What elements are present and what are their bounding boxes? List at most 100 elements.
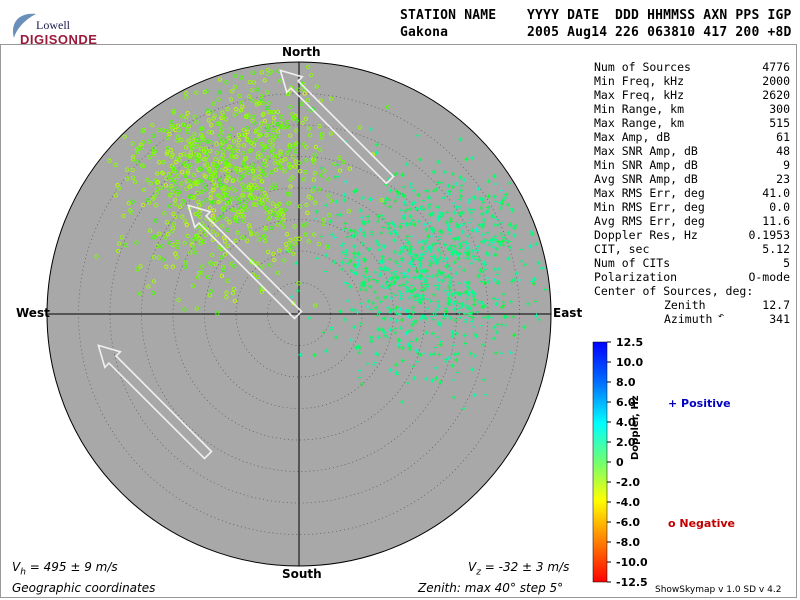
positive-point (359, 321, 364, 326)
positive-point (414, 348, 419, 353)
colorbar-tick-label: -4.0 (616, 496, 640, 509)
positive-point (415, 257, 420, 262)
positive-point (412, 275, 417, 280)
negative-point (268, 262, 273, 268)
negative-point (171, 221, 177, 227)
negative-point (135, 267, 140, 272)
negative-point (232, 85, 238, 90)
positive-point (367, 278, 372, 283)
positive-point (429, 261, 434, 266)
negative-point (265, 155, 270, 160)
positive-point (323, 269, 328, 274)
positive-point (440, 211, 445, 216)
positive-point (423, 188, 428, 193)
negative-point (196, 203, 202, 208)
positive-point (414, 206, 419, 211)
negative-point (275, 222, 280, 227)
negative-point (184, 91, 189, 96)
positive-point (481, 342, 486, 347)
negative-point (176, 297, 181, 303)
positive-point (448, 288, 453, 293)
negative-point (238, 167, 243, 172)
negative-point (328, 198, 334, 204)
negative-point (220, 214, 225, 219)
positive-point (425, 274, 430, 279)
positive-point (375, 219, 380, 224)
positive-point (451, 343, 456, 348)
positive-point (426, 245, 431, 250)
positive-point (500, 201, 505, 206)
positive-point (394, 171, 399, 176)
positive-point (345, 298, 350, 303)
stat-label: Max Freq, kHz (594, 88, 685, 102)
positive-point (441, 259, 446, 264)
negative-point (235, 148, 241, 153)
positive-point (456, 256, 461, 261)
positive-point (440, 230, 445, 235)
positive-point (445, 210, 450, 215)
negative-point (205, 162, 210, 167)
positive-point (489, 315, 494, 320)
positive-point (346, 261, 351, 266)
positive-point (319, 165, 324, 170)
stat-label: Min Freq, kHz (594, 74, 685, 88)
positive-point (436, 180, 441, 185)
negative-point (195, 275, 201, 280)
stat-row: Max RMS Err, deg 41.0 (594, 186, 790, 200)
positive-point (451, 236, 456, 241)
negative-point (244, 198, 249, 203)
negative-point (175, 239, 180, 245)
negative-point (174, 186, 179, 191)
positive-point (541, 266, 546, 271)
negative-point (202, 187, 208, 192)
positive-point (485, 275, 490, 280)
positive-point (395, 195, 400, 200)
positive-point (348, 228, 353, 233)
negative-point (322, 168, 327, 173)
negative-point (146, 200, 152, 205)
negative-point (140, 163, 145, 168)
positive-point (376, 335, 381, 340)
negative-point (241, 132, 246, 137)
negative-point (253, 202, 258, 207)
positive-point (467, 220, 472, 225)
negative-point (210, 162, 216, 167)
positive-point (435, 257, 440, 262)
positive-point (435, 299, 440, 304)
negative-point (152, 194, 157, 200)
positive-point (522, 325, 527, 330)
positive-point (499, 188, 504, 193)
positive-point (352, 251, 357, 256)
positive-point (420, 239, 425, 244)
negative-point (321, 217, 327, 222)
positive-point (373, 270, 378, 275)
stat-label: Num of Sources (594, 60, 691, 74)
negative-point (292, 224, 297, 229)
negative-point (171, 169, 177, 174)
positive-point (481, 377, 486, 382)
negative-point (280, 212, 286, 217)
positive-point (443, 288, 448, 293)
stat-value: 61 (776, 130, 790, 144)
positive-point (349, 307, 354, 312)
negative-point (175, 173, 181, 179)
positive-point (528, 244, 533, 249)
negative-point (329, 96, 334, 101)
negative-point (321, 221, 326, 227)
negative-point (244, 114, 249, 119)
positive-point (396, 342, 401, 347)
positive-point (502, 195, 507, 200)
negative-point (179, 181, 184, 186)
header-date-label: YYYY DATE (527, 8, 600, 23)
positive-point (373, 290, 378, 295)
positive-point (457, 301, 462, 306)
positive-point (452, 301, 457, 306)
negative-point (300, 87, 306, 92)
positive-point (443, 359, 448, 364)
negative-point (301, 177, 307, 182)
negative-point (165, 231, 171, 237)
positive-point (410, 218, 415, 223)
positive-point (369, 307, 374, 312)
negative-point (219, 145, 224, 151)
negative-point (211, 208, 217, 213)
